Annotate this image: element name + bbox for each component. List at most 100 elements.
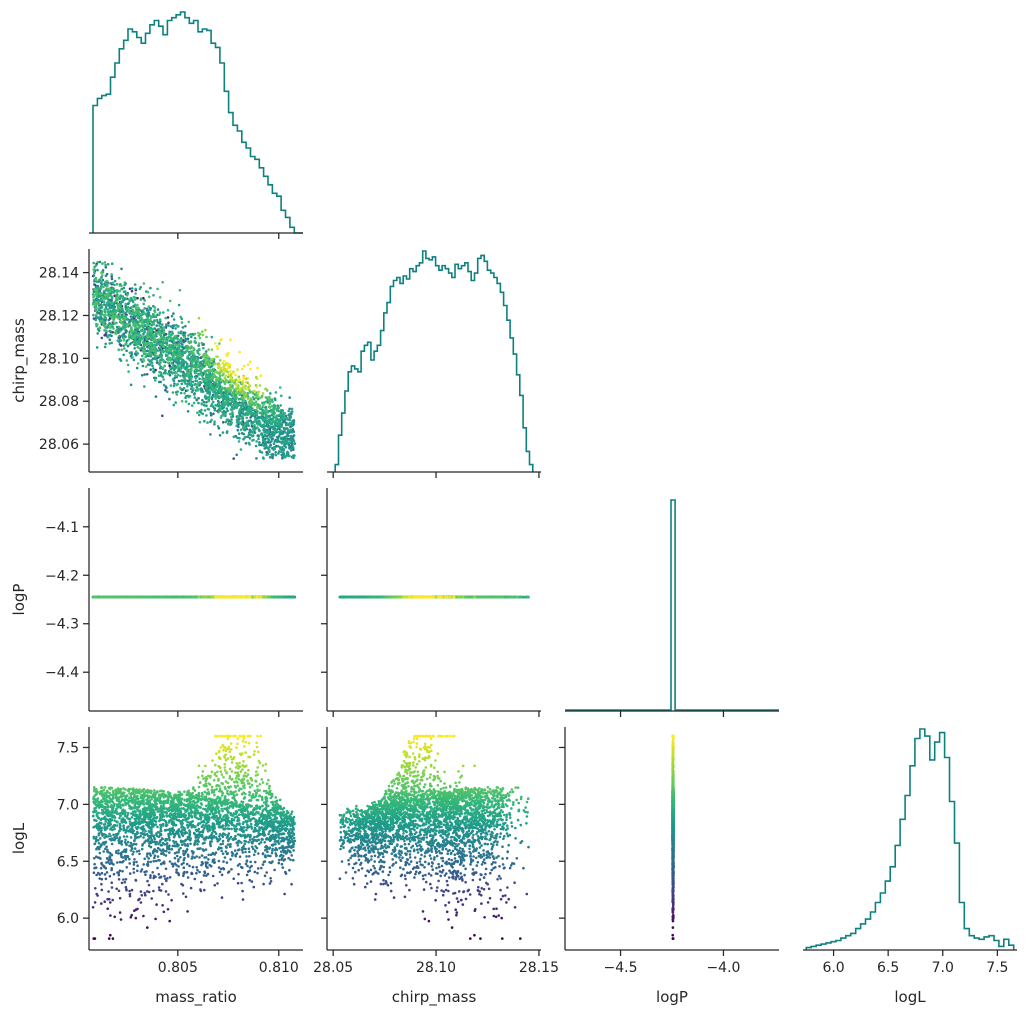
scatter-point — [254, 400, 257, 404]
scatter-point — [220, 393, 223, 397]
scatter-point — [112, 320, 115, 323]
scatter-point — [206, 407, 210, 411]
scatter-point — [197, 347, 201, 351]
scatter-point — [110, 294, 113, 298]
scatter-point — [171, 365, 175, 369]
scatter-point — [275, 440, 279, 444]
scatter-point — [229, 372, 233, 376]
scatter-point — [232, 371, 235, 375]
scatter-point — [193, 383, 196, 386]
scatter-point — [169, 366, 172, 370]
scatter-point — [230, 421, 233, 424]
scatter-point — [129, 330, 133, 333]
scatter-point — [240, 431, 244, 435]
scatter-point — [268, 414, 272, 418]
scatter-point — [220, 338, 223, 341]
scatter-point — [171, 391, 175, 394]
scatter-point — [249, 397, 253, 400]
scatter-point — [210, 377, 214, 381]
scatter-point — [172, 352, 175, 355]
scatter-point — [205, 414, 208, 417]
scatter-point — [149, 342, 153, 346]
scatter-point — [123, 317, 127, 320]
scatter-point — [285, 438, 288, 442]
scatter-point — [214, 394, 218, 397]
scatter-point — [292, 434, 296, 437]
scatter-point — [132, 330, 135, 333]
scatter-point — [264, 400, 268, 403]
scatter-point — [174, 327, 177, 330]
scatter-point — [231, 386, 234, 390]
scatter-point — [229, 412, 232, 416]
scatter-point — [177, 343, 180, 346]
scatter-point — [201, 378, 204, 381]
scatter-point — [136, 303, 139, 307]
scatter-point — [214, 362, 217, 365]
scatter-point — [161, 366, 165, 370]
scatter-point — [134, 330, 138, 333]
scatter-point — [173, 348, 177, 352]
scatter-point — [208, 393, 212, 396]
scatter-point — [158, 324, 161, 328]
scatter-point — [158, 330, 161, 334]
scatter-point — [145, 338, 148, 341]
scatter-point — [134, 292, 137, 295]
scatter-point — [255, 440, 258, 443]
scatter-point — [284, 446, 288, 449]
scatter-point — [114, 296, 118, 300]
scatter-point — [137, 341, 140, 345]
scatter-point — [279, 409, 283, 412]
scatter-point — [125, 349, 128, 353]
scatter-point — [274, 407, 278, 410]
scatter-point — [177, 359, 180, 362]
scatter-point — [116, 316, 120, 320]
scatter-point — [214, 386, 218, 389]
scatter-point — [106, 308, 109, 311]
scatter-point — [164, 316, 167, 320]
scatter-point — [233, 395, 236, 399]
scatter-point — [280, 394, 283, 398]
scatter-point — [288, 412, 292, 416]
scatter-point — [124, 297, 127, 301]
scatter-point — [92, 313, 95, 317]
scatter-point — [94, 278, 98, 281]
scatter-point — [172, 403, 176, 407]
scatter-point — [128, 287, 132, 291]
scatter-point — [229, 377, 233, 380]
scatter-point — [199, 411, 203, 414]
scatter-point — [100, 310, 104, 313]
scatter-point — [292, 439, 296, 443]
scatter-point — [277, 450, 281, 453]
scatter-point — [93, 270, 96, 274]
scatter-point — [94, 318, 97, 322]
scatter-point — [150, 348, 153, 351]
scatter-point — [219, 366, 223, 370]
scatter-point — [214, 404, 217, 407]
scatter-point — [241, 415, 244, 418]
scatter-point — [204, 372, 207, 375]
scatter-point — [135, 306, 138, 310]
scatter-point — [100, 292, 103, 296]
scatter-point — [177, 303, 181, 307]
scatter-point — [207, 388, 210, 392]
scatter-point — [210, 418, 213, 422]
scatter-point — [287, 428, 290, 432]
scatter-point — [227, 351, 230, 355]
scatter-point — [246, 376, 250, 380]
scatter-point — [96, 260, 100, 264]
scatter-point — [209, 433, 212, 436]
scatter-point — [280, 425, 283, 429]
scatter-point — [209, 413, 213, 417]
scatter-point — [128, 343, 132, 346]
scatter-point — [278, 423, 282, 427]
scatter-point — [264, 421, 268, 424]
scatter-point — [258, 421, 262, 425]
scatter-point — [247, 388, 250, 391]
scatter-point — [101, 295, 104, 299]
scatter-point — [168, 348, 171, 352]
scatter-point — [142, 332, 145, 336]
scatter-point — [237, 440, 241, 443]
scatter-point — [149, 308, 152, 312]
scatter-point — [179, 374, 182, 378]
